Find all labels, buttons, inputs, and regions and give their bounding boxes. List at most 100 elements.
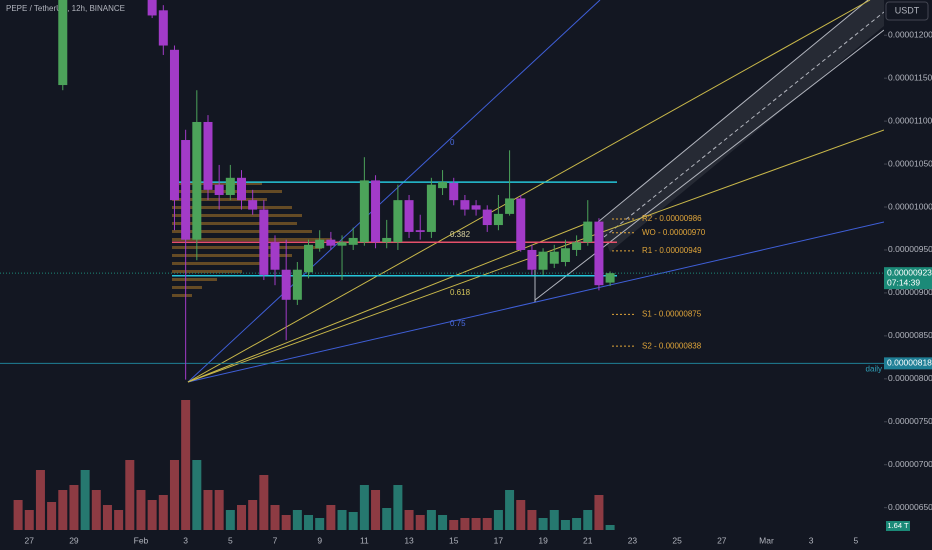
candle-body	[538, 251, 548, 270]
y-tick-label: 0.00000700	[888, 459, 932, 469]
candle-body	[248, 200, 258, 210]
volume-bar	[382, 508, 392, 530]
x-tick-label: 25	[672, 535, 682, 545]
pivot-label: R2 - 0.00000986	[642, 214, 702, 223]
volume-bar	[214, 490, 224, 530]
y-tick-label: 0.00001000	[888, 201, 932, 211]
volume-bar	[102, 505, 112, 530]
volume-bar	[560, 520, 570, 530]
volume-bar	[449, 520, 459, 530]
volume-bar	[404, 510, 414, 530]
profile-bar	[172, 262, 267, 265]
x-tick-label: 9	[317, 535, 322, 545]
x-tick-label: 27	[717, 535, 727, 545]
candle-body	[549, 251, 559, 264]
currency-box[interactable]	[885, 1, 929, 21]
volume-bar	[527, 510, 537, 530]
volume-bar	[359, 485, 369, 530]
volume-bar	[259, 475, 269, 530]
channel-fill	[598, 0, 884, 252]
candle-body	[326, 239, 336, 246]
volume-bar	[24, 510, 34, 530]
pivot-label: S2 - 0.00000838	[642, 341, 702, 350]
y-tick-label: 0.00001100	[888, 115, 932, 125]
y-tick-label: 0.00001150	[888, 72, 932, 82]
candle-body	[583, 221, 593, 243]
candle-body	[438, 182, 448, 189]
x-tick-label: Mar	[759, 535, 774, 545]
candle-body	[560, 248, 570, 262]
x-tick-label: 5	[853, 535, 858, 545]
candle-body	[147, 0, 157, 16]
candle-body	[505, 198, 515, 214]
fib-label: 0	[450, 138, 455, 147]
x-tick-label: 27	[25, 535, 35, 545]
volume-bar	[69, 485, 79, 530]
channel-mid	[603, 11, 884, 238]
daily-note: daily	[866, 364, 882, 373]
x-tick-label: 15	[449, 535, 459, 545]
daily-box	[884, 357, 932, 370]
volume-bar	[125, 460, 135, 530]
volume-bar	[594, 495, 604, 530]
candle-body	[482, 209, 492, 226]
volume-bar	[516, 500, 526, 530]
candle-body	[292, 269, 302, 300]
profile-bar	[172, 278, 217, 281]
pivot-label: R1 - 0.00000949	[642, 246, 702, 255]
volume-bar	[225, 510, 235, 530]
volume-bar	[281, 515, 291, 530]
volume-bar	[393, 485, 403, 530]
plot: R2 - 0.00000986 WO - 0.00000970 R1 - 0.000…	[0, 0, 884, 530]
currency: USDT	[895, 5, 920, 15]
volume-bar	[471, 518, 481, 530]
candle-body	[203, 121, 213, 190]
volume-bar	[80, 470, 90, 530]
candle-body	[158, 10, 168, 46]
volume-bar	[505, 490, 515, 530]
drawings	[172, 0, 884, 383]
volume-bar	[192, 460, 202, 530]
volume-bar	[438, 515, 448, 530]
volume-bar	[426, 510, 436, 530]
y-tick-label: 0.00000900	[888, 287, 932, 297]
y-tick-label: 0.00000950	[888, 244, 932, 254]
profile-bar	[172, 246, 322, 249]
profile-bar	[172, 222, 297, 225]
profile-bar	[172, 238, 332, 241]
volume-label-box	[886, 521, 910, 531]
x-tick-label: 17	[494, 535, 504, 545]
volume-bar	[114, 510, 124, 530]
candle-body	[404, 200, 414, 232]
y-tick-label: 0.00000800	[888, 373, 932, 383]
x-tick-label: 7	[273, 535, 278, 545]
fib-label: 0.75	[450, 319, 466, 328]
candle-body	[460, 200, 470, 210]
trend-line	[187, 0, 871, 383]
x-tick-label: 5	[228, 535, 233, 545]
volume-bar	[47, 502, 57, 530]
candle-body	[493, 213, 503, 226]
x-tick-label: Feb	[134, 535, 149, 545]
candle-body	[337, 242, 347, 246]
daily-price: 0.00000818	[887, 358, 932, 368]
candle-body	[348, 237, 358, 245]
candle-body	[426, 184, 436, 232]
volume-bar	[237, 505, 246, 530]
trend-line	[187, 221, 884, 383]
volume-bar	[493, 510, 503, 530]
candle-body	[259, 209, 269, 275]
price-box	[884, 267, 932, 290]
candle-body	[527, 249, 537, 270]
volume-bar	[572, 518, 582, 530]
volume-bar	[35, 470, 45, 530]
volume-bar	[169, 460, 179, 530]
volume-bar	[326, 505, 336, 530]
candle-body	[605, 273, 615, 283]
x-tick-label: 11	[360, 535, 369, 545]
candle-body	[281, 269, 291, 300]
volume-bar	[13, 500, 23, 530]
volume-bar	[549, 510, 559, 530]
